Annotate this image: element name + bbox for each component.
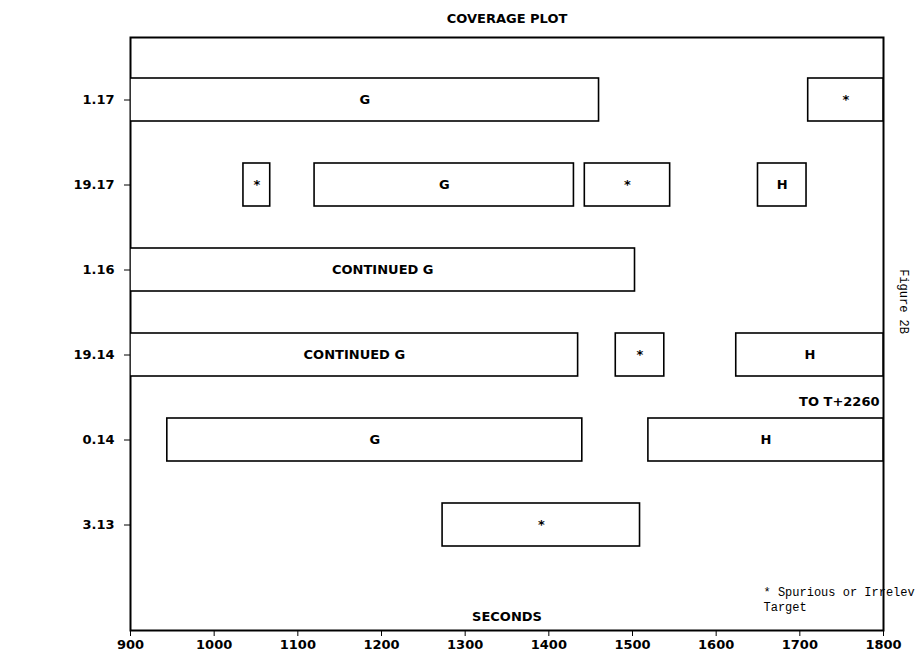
svg-text:1500: 1500 xyxy=(614,637,650,652)
svg-text:1400: 1400 xyxy=(531,637,567,652)
svg-text:1000: 1000 xyxy=(196,637,232,652)
svg-text:H: H xyxy=(777,177,788,192)
svg-text:0.14: 0.14 xyxy=(82,432,114,447)
svg-text:*: * xyxy=(253,177,260,192)
svg-text:G: G xyxy=(359,92,370,107)
svg-text:G: G xyxy=(439,177,450,192)
svg-text:H: H xyxy=(804,347,815,362)
svg-text:*: * xyxy=(842,92,849,107)
svg-text:1700: 1700 xyxy=(782,637,818,652)
svg-text:Figure 2B: Figure 2B xyxy=(896,269,910,334)
svg-text:SECONDS: SECONDS xyxy=(472,609,542,624)
svg-text:COVERAGE PLOT: COVERAGE PLOT xyxy=(447,11,568,26)
svg-text:19.14: 19.14 xyxy=(73,347,114,362)
svg-text:1300: 1300 xyxy=(447,637,483,652)
svg-text:*: * xyxy=(538,517,545,532)
svg-text:1200: 1200 xyxy=(363,637,399,652)
svg-text:CONTINUED G: CONTINUED G xyxy=(304,347,405,362)
svg-text:TO T+2260: TO T+2260 xyxy=(799,394,879,409)
svg-text:1800: 1800 xyxy=(865,637,901,652)
svg-text:CONTINUED G: CONTINUED G xyxy=(332,262,433,277)
svg-text:H: H xyxy=(761,432,772,447)
svg-text:19.17: 19.17 xyxy=(73,177,114,192)
svg-text:1.16: 1.16 xyxy=(82,262,114,277)
svg-text:* Spurious or IrrelevantTarget: * Spurious or IrrelevantTarget xyxy=(764,586,915,614)
svg-text:900: 900 xyxy=(117,637,144,652)
svg-text:1.17: 1.17 xyxy=(82,92,114,107)
svg-text:*: * xyxy=(637,347,644,362)
svg-text:G: G xyxy=(369,432,380,447)
svg-text:1100: 1100 xyxy=(280,637,316,652)
svg-text:3.13: 3.13 xyxy=(82,517,114,532)
svg-text:1600: 1600 xyxy=(698,637,734,652)
svg-text:*: * xyxy=(624,177,631,192)
